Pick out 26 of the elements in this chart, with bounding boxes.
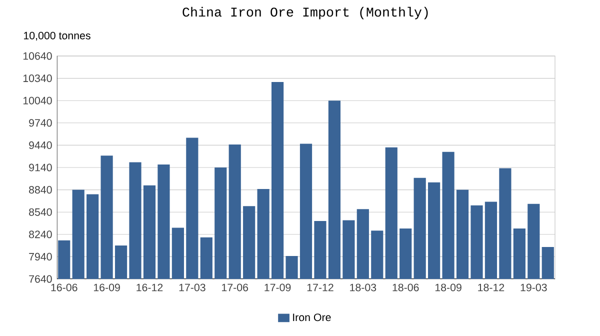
y-tick-label: 10040 [23,96,52,104]
chart-title: China Iron Ore Import (Monthly) [182,6,428,20]
x-tick-label: 16-12 [136,284,163,292]
x-tick-label: 17-06 [222,284,248,292]
x-tick-label: 19-03 [520,284,547,292]
y-tick-label: 8840 [29,186,52,194]
y-tick-label: 7640 [29,275,52,283]
x-tick-label: 18-06 [392,284,419,292]
x-tick-label: 17-12 [307,284,334,292]
legend-label: Iron Ore [293,314,331,322]
y-tick-label: 10340 [23,74,52,82]
x-tick-label: 18-03 [350,284,376,292]
y-tick-label: 7940 [29,252,52,260]
y-axis-title: 10,000 tonnes [24,32,90,41]
y-tick-label: 8540 [29,208,52,216]
y-tick-label: 8240 [29,230,52,238]
y-tick-label: 9740 [29,119,52,127]
x-tick-label: 17-09 [264,284,291,292]
x-tick-label: 17-03 [179,284,206,292]
x-tick-label: 16-09 [94,284,120,292]
y-tick-label: 9440 [29,141,52,149]
x-tick-label: 18-09 [435,284,462,292]
x-tick-label: 18-12 [478,284,504,292]
y-tick-label: 9140 [29,164,52,172]
y-tick-label: 10640 [23,52,52,60]
x-tick-label: 16-06 [51,284,78,292]
